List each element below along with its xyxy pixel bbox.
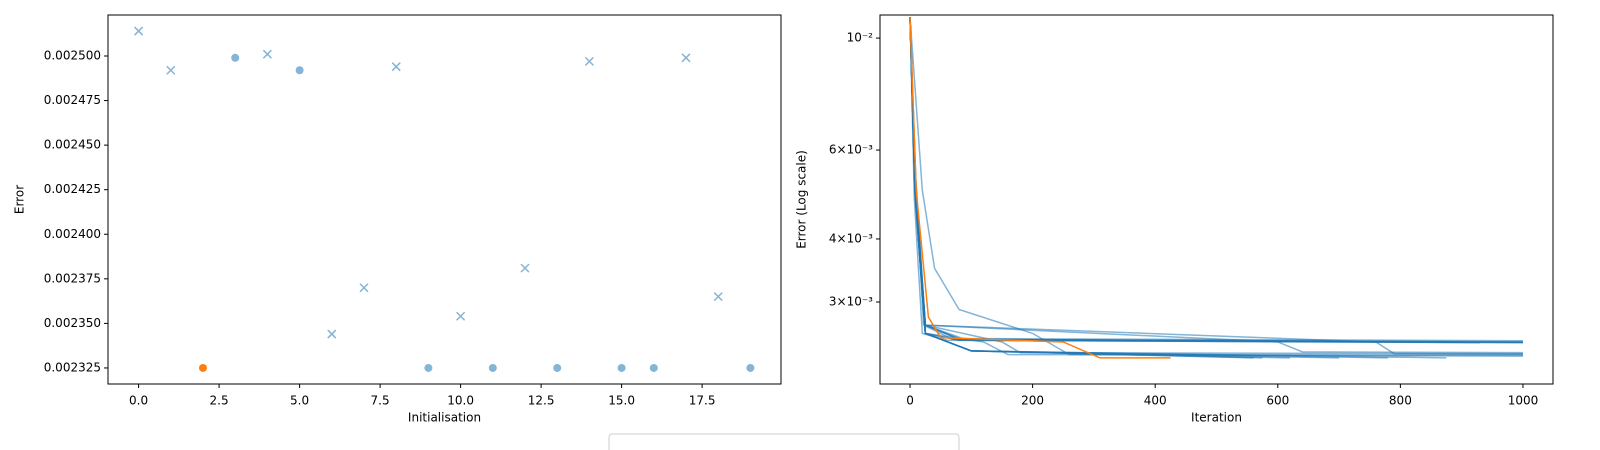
- error-curve: [909, 17, 1291, 359]
- error-curve: [909, 17, 1523, 355]
- y-axis-label: Error (Log scale): [795, 150, 809, 249]
- x-tick-label: 7.5: [371, 394, 390, 408]
- error-curve: [909, 17, 1462, 343]
- scatter-point: [746, 363, 755, 372]
- error-curve: [909, 17, 1523, 344]
- x-tick-label: 10.0: [447, 394, 474, 408]
- error-curve: [909, 17, 1523, 343]
- x-tick-label: 400: [1144, 394, 1167, 408]
- scatter-point: [553, 363, 562, 372]
- x-tick-label: 800: [1389, 394, 1412, 408]
- x-axis-label: Iteration: [1191, 411, 1242, 425]
- scatter-point: [713, 292, 723, 302]
- y-tick-label: 0.002375: [44, 271, 101, 285]
- plot-area: [134, 26, 755, 372]
- error-curve: [909, 17, 1447, 359]
- x-tick-label: 1000: [1508, 394, 1539, 408]
- scatter-point: [295, 66, 304, 75]
- x-tick-label: 0.0: [129, 394, 148, 408]
- scatter-point: [584, 56, 594, 66]
- y-tick-label: 0.002400: [44, 227, 101, 241]
- y-tick-label: 0.002500: [44, 49, 101, 63]
- y-tick-label: 6×10⁻³: [829, 143, 873, 157]
- scatter-point: [649, 363, 658, 372]
- scatter-point: [681, 53, 691, 63]
- scatter-point: [231, 53, 240, 62]
- error-curve: [909, 17, 1523, 357]
- y-axis-label: Error: [13, 185, 27, 214]
- error-curve: [909, 17, 1523, 343]
- x-tick-label: 5.0: [290, 394, 309, 408]
- error-curve: [909, 17, 1523, 355]
- error-curve: [909, 17, 1523, 344]
- x-tick-label: 17.5: [689, 394, 716, 408]
- y-tick-label: 3×10⁻³: [829, 295, 873, 309]
- x-tick-label: 600: [1266, 394, 1289, 408]
- error-curve: [909, 17, 1523, 354]
- y-tick-label: 0.002425: [44, 182, 101, 196]
- scatter-point: [134, 26, 144, 36]
- x-tick-label: 200: [1021, 394, 1044, 408]
- legend-box: [608, 433, 960, 450]
- x-axis-label: Initialisation: [408, 411, 481, 425]
- scatter-point: [456, 311, 466, 321]
- y-tick-label: 10⁻²: [847, 31, 874, 45]
- error-curve: [909, 17, 1171, 359]
- scatter-point: [262, 49, 272, 59]
- scatter-point: [359, 283, 369, 293]
- y-tick-label: 0.002450: [44, 138, 101, 152]
- scatter-point: [520, 263, 530, 273]
- error-curve: [909, 17, 1340, 359]
- error-curve: [909, 17, 1523, 356]
- scatter-point: [617, 363, 626, 372]
- error-curve: [909, 17, 1263, 359]
- scatter-point: [327, 329, 337, 339]
- scatter-point: [198, 363, 207, 372]
- error-curve: [909, 17, 1481, 344]
- y-tick-label: 0.002475: [44, 93, 101, 107]
- x-tick-label: 15.0: [608, 394, 635, 408]
- plot-frame: [879, 14, 1554, 385]
- scatter-point: [166, 65, 176, 75]
- plot-frame: [107, 14, 782, 385]
- y-tick-label: 0.002350: [44, 316, 101, 330]
- y-tick-label: 4×10⁻³: [829, 231, 873, 245]
- error-curve: [909, 17, 1389, 359]
- scatter-point: [391, 62, 401, 72]
- x-tick-label: 0: [906, 394, 914, 408]
- x-tick-label: 2.5: [210, 394, 229, 408]
- scatter-point: [424, 363, 433, 372]
- error-curve: [909, 17, 1523, 343]
- x-tick-label: 12.5: [528, 394, 555, 408]
- y-tick-label: 0.002325: [44, 360, 101, 374]
- error-curve: [909, 17, 1523, 342]
- scatter-point: [488, 363, 497, 372]
- plot-area: [909, 17, 1523, 359]
- error-curve: [909, 17, 1254, 359]
